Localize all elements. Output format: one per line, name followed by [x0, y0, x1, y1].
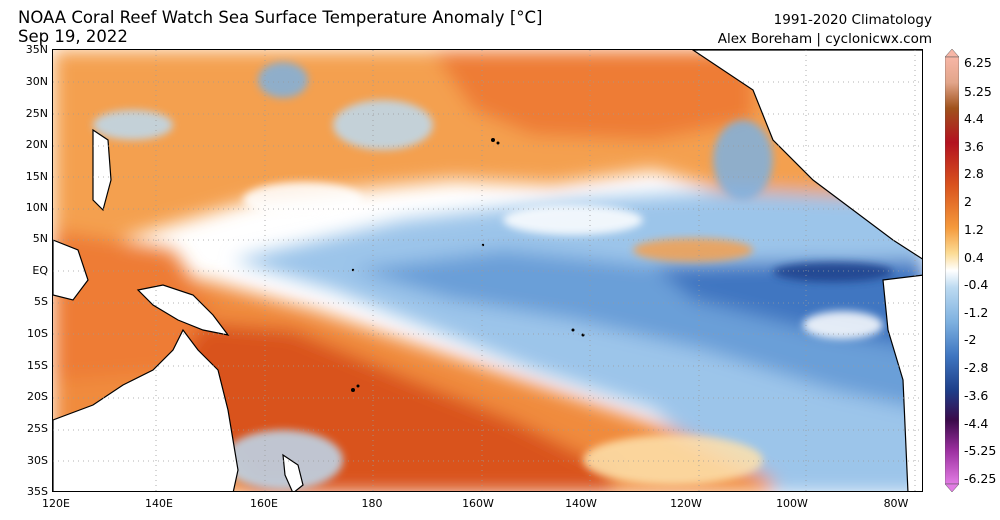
neutral-patch: [583, 435, 763, 485]
colorbar-top-arrow: [945, 49, 959, 58]
colorbar-label: 5.25: [964, 84, 992, 99]
colorbar-label: -4.4: [964, 416, 989, 431]
australia-outline: [53, 328, 239, 491]
lat-label: 5S: [34, 295, 48, 308]
central-america-outline: [691, 50, 922, 260]
lat-label: 25N: [25, 107, 48, 120]
climatology-label: 1991-2020 Climatology: [773, 12, 932, 28]
lat-label: 35S: [27, 485, 48, 498]
anomaly-fill: [53, 50, 922, 491]
south-america-outline: [882, 274, 922, 491]
title-date: Sep 19, 2022: [18, 27, 128, 46]
lat-label: 10N: [25, 201, 48, 214]
colorbar-bottom-arrow: [945, 483, 959, 492]
lon-label: 100W: [776, 497, 808, 510]
west-warm-pool: [53, 230, 213, 380]
deep-cool-patch: [773, 262, 893, 282]
colorbar-label: 3.6: [964, 139, 984, 154]
warm-eddy: [633, 238, 753, 262]
colorbar-label: -1.2: [964, 305, 989, 320]
lon-label: 120E: [42, 497, 70, 510]
lat-label: 20N: [25, 138, 48, 151]
colorbar-label: -2: [964, 332, 977, 347]
lon-label: 180: [361, 497, 383, 510]
colorbar-label: 4.4: [964, 111, 984, 126]
island-markers: [351, 138, 585, 392]
land-masses: [53, 50, 922, 491]
colorbar-label: -5.25: [964, 443, 997, 458]
lat-label: 20S: [27, 390, 48, 403]
colorbar-label: -6.25: [964, 471, 997, 486]
new-zealand-outline: [282, 453, 304, 491]
lat-label: 10S: [27, 327, 48, 340]
colorbar-label: 2: [964, 194, 972, 209]
anomaly-field: [53, 50, 922, 491]
author-label: Alex Boreham | cyclonicwx.com: [717, 31, 932, 47]
colorbar-gradient: [945, 56, 959, 485]
lat-label: 30N: [25, 75, 48, 88]
colorbar-label: 0.4: [964, 250, 984, 265]
lat-label: 25S: [27, 422, 48, 435]
lat-label: 30S: [27, 454, 48, 467]
cool-patch: [333, 100, 433, 150]
lon-label: 80W: [883, 497, 909, 510]
cool-patch: [258, 62, 308, 98]
neutral-patch: [803, 311, 883, 339]
cool-patch: [93, 110, 173, 140]
lat-label: 15S: [27, 359, 48, 372]
colorbar: [945, 49, 959, 492]
lat-label: 35N: [25, 43, 48, 56]
colorbar-label: 2.8: [964, 166, 984, 181]
lon-label: 140E: [145, 497, 173, 510]
colorbar-label: -3.6: [964, 388, 989, 403]
cool-patch: [713, 120, 773, 200]
neutral-patch: [503, 205, 643, 235]
chart-title: NOAA Coral Reef Watch Sea Surface Temper…: [18, 8, 542, 46]
borneo-outline: [53, 239, 89, 301]
anomaly-map: [52, 49, 923, 492]
title-main: NOAA Coral Reef Watch Sea Surface Temper…: [18, 8, 543, 27]
graticule: [53, 50, 922, 491]
lon-label: 140W: [565, 497, 597, 510]
new-guinea-outline: [136, 284, 230, 336]
lon-label: 160E: [250, 497, 278, 510]
lat-label: EQ: [32, 264, 48, 277]
colorbar-label: -0.4: [964, 277, 989, 292]
lon-label: 160W: [462, 497, 494, 510]
neutral-patch: [243, 182, 363, 218]
colorbar-label: 6.25: [964, 55, 992, 70]
colorbar-label: -2.8: [964, 360, 989, 375]
lat-label: 5N: [32, 232, 48, 245]
lon-label: 120W: [670, 497, 702, 510]
colorbar-label: 1.2: [964, 222, 984, 237]
north-warm-core: [433, 50, 753, 140]
credit-block: 1991-2020 Climatology Alex Boreham | cyc…: [718, 11, 932, 49]
lat-label: 15N: [25, 170, 48, 183]
philippines-outline: [92, 128, 112, 212]
